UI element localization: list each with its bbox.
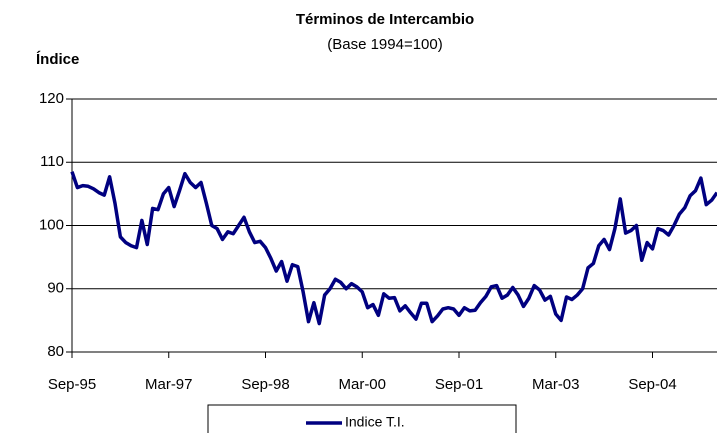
y-tick-label: 120	[39, 90, 64, 107]
y-tick-label: 90	[47, 280, 64, 297]
chart-title: Términos de Intercambio	[296, 11, 474, 28]
data-line	[70, 171, 717, 326]
legend-box	[207, 404, 517, 433]
x-tick-label: Mar-00	[338, 376, 386, 393]
x-tick-label: Mar-03	[532, 376, 580, 393]
y-tick-label: 80	[47, 343, 64, 360]
x-tick-label: Sep-04	[628, 376, 676, 393]
x-tick-label: Sep-98	[241, 376, 289, 393]
x-tick-label: Sep-01	[435, 376, 483, 393]
legend-label: Indice T.I.	[345, 414, 405, 430]
chart-subtitle: (Base 1994=100)	[327, 36, 443, 53]
y-axis-label: Índice	[36, 51, 79, 68]
y-tick-label: 100	[39, 216, 64, 233]
x-tick-label: Mar-97	[145, 376, 193, 393]
y-tick-label: 110	[40, 153, 64, 170]
x-tick-label: Sep-95	[48, 376, 96, 393]
